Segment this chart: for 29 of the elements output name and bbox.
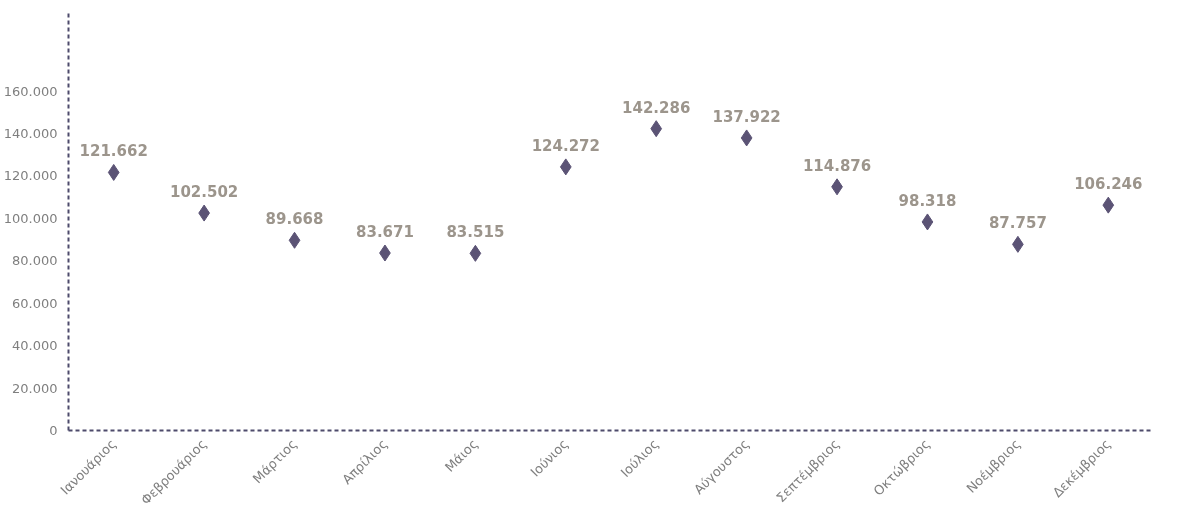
y-tick-label: 40.000: [12, 338, 58, 354]
point: [469, 244, 482, 262]
data-label: 121.662: [79, 142, 148, 161]
data-label: 142.286: [622, 98, 691, 117]
data-label: 89.668: [265, 210, 324, 229]
y-tick-label: 120.000: [3, 168, 58, 184]
data-label: 106.246: [1074, 175, 1143, 194]
data-label: 87.757: [988, 214, 1047, 233]
data-label: 98.318: [898, 191, 957, 210]
y-tick-label: 20.000: [12, 380, 58, 396]
y-tick-label: 0: [49, 423, 58, 438]
point: [650, 120, 663, 138]
point: [1102, 196, 1115, 214]
y-tick-label: 160.000: [3, 83, 58, 99]
point: [921, 213, 934, 231]
y-tick-label: 140.000: [3, 126, 58, 142]
point: [559, 158, 572, 176]
point: [288, 231, 301, 249]
point: [740, 129, 753, 147]
y-tick-label: 100.000: [3, 210, 58, 226]
data-label: 124.272: [531, 136, 600, 155]
data-label: 83.515: [446, 223, 505, 242]
y-tick-label: 60.000: [12, 295, 58, 311]
data-label: 102.502: [169, 183, 239, 202]
point: [107, 163, 120, 181]
data-label: 83.671: [356, 223, 414, 242]
y-tick-label: 80.000: [12, 253, 58, 269]
data-label: 137.922: [712, 107, 781, 126]
data-label: 114.876: [802, 156, 872, 175]
